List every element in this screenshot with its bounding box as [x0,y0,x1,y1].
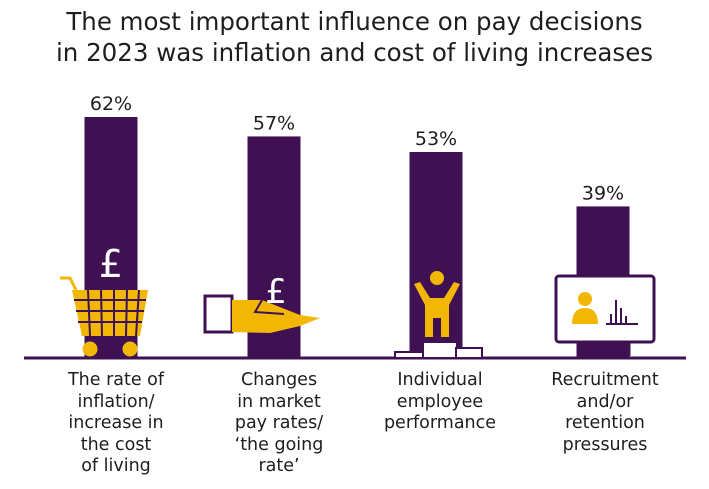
person-podium-icon [394,271,483,359]
category-label-2-line: Changes [240,370,318,390]
monitor-recruitment-icon [554,274,656,356]
category-label-2-line: ‘the going [234,434,324,455]
category-label-3-line: employee [396,391,484,412]
shopping-cart-pound-icon: £ [60,242,148,357]
category-label-4-line: and/or [576,391,634,412]
category-label-3-line: Individual [397,370,483,390]
hand-pound-icon: £ [203,272,320,334]
category-label-4-line: Recruitment [551,370,659,390]
category-label-3: Individual employee performance [365,370,515,435]
category-label-4-line: pressures [562,434,648,455]
category-label-2-line: rate’ [258,456,300,476]
category-label-4: Recruitment and/or retention pressures [530,370,680,456]
value-label-2: 57% [253,112,295,134]
category-label-1: The rate of inflation/increase in the cost… [41,370,191,478]
category-label-1-line: inflation/ [77,391,155,412]
category-label-1-line: the cost [80,434,152,455]
category-label-2-line: pay rates/ [234,413,324,433]
category-label-1-line: increase in [68,413,164,433]
category-label-1-line: of living [81,456,151,476]
value-label-3: 53% [415,128,457,150]
bar-3 [409,151,463,358]
value-label-1: 62% [90,93,132,115]
category-label-2: Changes in market pay rates/‘the going rate… [204,370,354,478]
category-label-2-line: in market [237,391,321,412]
category-label-4-line: retention [565,413,645,433]
value-label-4: 39% [582,182,624,204]
category-label-3-line: performance [383,413,497,433]
chart-title-line-2: in 2023 was inflation and cost of living… [55,38,654,67]
svg-text:£: £ [99,242,123,286]
chart-title-line-1: The most important influence on pay deci… [66,7,643,36]
category-label-1-line: The rate of [67,370,165,390]
svg-text:£: £ [265,272,287,312]
